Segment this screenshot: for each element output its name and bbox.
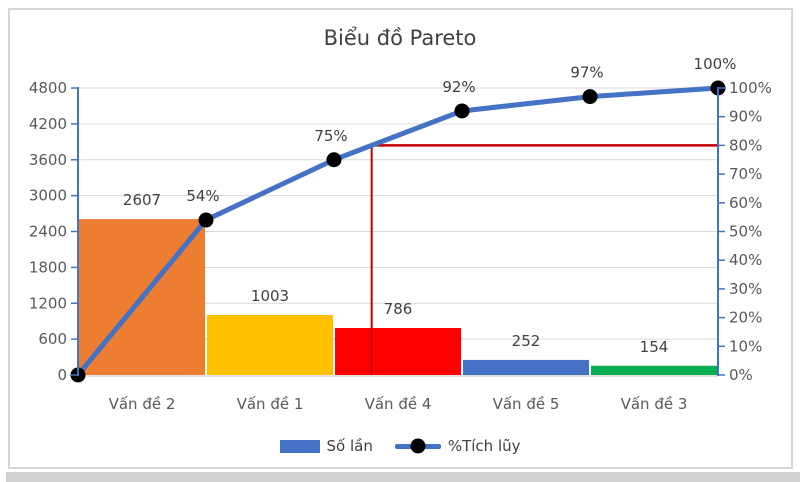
y-axis-tick-label: 1200 xyxy=(29,294,67,312)
y-axis-tick-label: 3600 xyxy=(29,151,67,169)
pct-axis-tick-label: 80% xyxy=(729,136,762,154)
cumulative-point[interactable] xyxy=(582,89,598,105)
pct-axis-tick-label: 70% xyxy=(729,165,762,183)
cumulative-pct-label: 92% xyxy=(442,78,475,96)
pct-axis-tick-label: 10% xyxy=(729,337,762,355)
pct-axis-tick-label: 40% xyxy=(729,251,762,269)
y-axis-tick-label: 4800 xyxy=(29,79,67,97)
bottom-strip xyxy=(6,472,800,482)
category-label: Vấn đề 4 xyxy=(365,395,432,413)
pct-axis-tick-label: 60% xyxy=(729,194,762,212)
y-axis-tick-label: 2400 xyxy=(29,223,67,241)
cumulative-pct-label: 75% xyxy=(314,127,347,145)
cumulative-pct-label: 97% xyxy=(570,64,603,82)
category-label: Vấn đề 5 xyxy=(493,395,560,413)
cumulative-point[interactable] xyxy=(198,212,214,228)
bar-value-label: 252 xyxy=(512,332,541,350)
y-axis-tick-label: 0 xyxy=(57,366,67,384)
legend-marker-dot-icon xyxy=(410,438,426,454)
cumulative-point[interactable] xyxy=(326,152,342,168)
y-axis-tick-label: 1800 xyxy=(29,258,67,276)
pct-axis-tick-label: 20% xyxy=(729,309,762,327)
y-axis-tick-label: 3000 xyxy=(29,187,67,205)
bar-value-label: 786 xyxy=(384,300,413,318)
legend-item-so-lan[interactable]: Số lần xyxy=(279,437,373,455)
cumulative-point[interactable] xyxy=(454,103,470,119)
cumulative-line[interactable] xyxy=(75,85,721,378)
pareto-bar[interactable] xyxy=(591,365,717,375)
bar-value-label: 1003 xyxy=(251,287,289,305)
category-label: Vấn đề 3 xyxy=(621,395,688,413)
bar-value-label: 154 xyxy=(640,338,669,356)
category-label: Vấn đề 2 xyxy=(109,395,176,413)
legend-label-tich-luy: %Tích lũy xyxy=(447,437,521,455)
pareto-bar[interactable] xyxy=(463,359,589,375)
legend-item-tich-luy[interactable]: %Tích lũy xyxy=(394,437,521,455)
pareto-bar[interactable] xyxy=(207,315,333,375)
legend-bar-swatch-icon xyxy=(279,439,320,453)
pct-axis-tick-label: 30% xyxy=(729,280,762,298)
category-label: Vấn đề 1 xyxy=(237,395,304,413)
y-axis-tick-label: 600 xyxy=(38,330,67,348)
pct-axis-tick-label: 90% xyxy=(729,108,762,126)
cumulative-pct-label: 54% xyxy=(186,187,219,205)
legend-label-so-lan: Số lần xyxy=(326,437,373,455)
y-axis-tick-label: 4200 xyxy=(29,115,67,133)
bar-value-label: 2607 xyxy=(123,191,161,209)
legend-line-swatch-icon xyxy=(394,438,441,454)
pct-axis-tick-label: 100% xyxy=(729,79,772,97)
chart-title: Biểu đồ Pareto xyxy=(323,26,477,50)
pct-axis-tick-label: 0% xyxy=(729,366,753,384)
pct-axis-tick-label: 50% xyxy=(729,223,762,241)
cumulative-pct-label: 100% xyxy=(694,55,737,73)
legend: Số lần %Tích lũy xyxy=(0,437,800,455)
pareto-bar[interactable] xyxy=(335,328,461,375)
